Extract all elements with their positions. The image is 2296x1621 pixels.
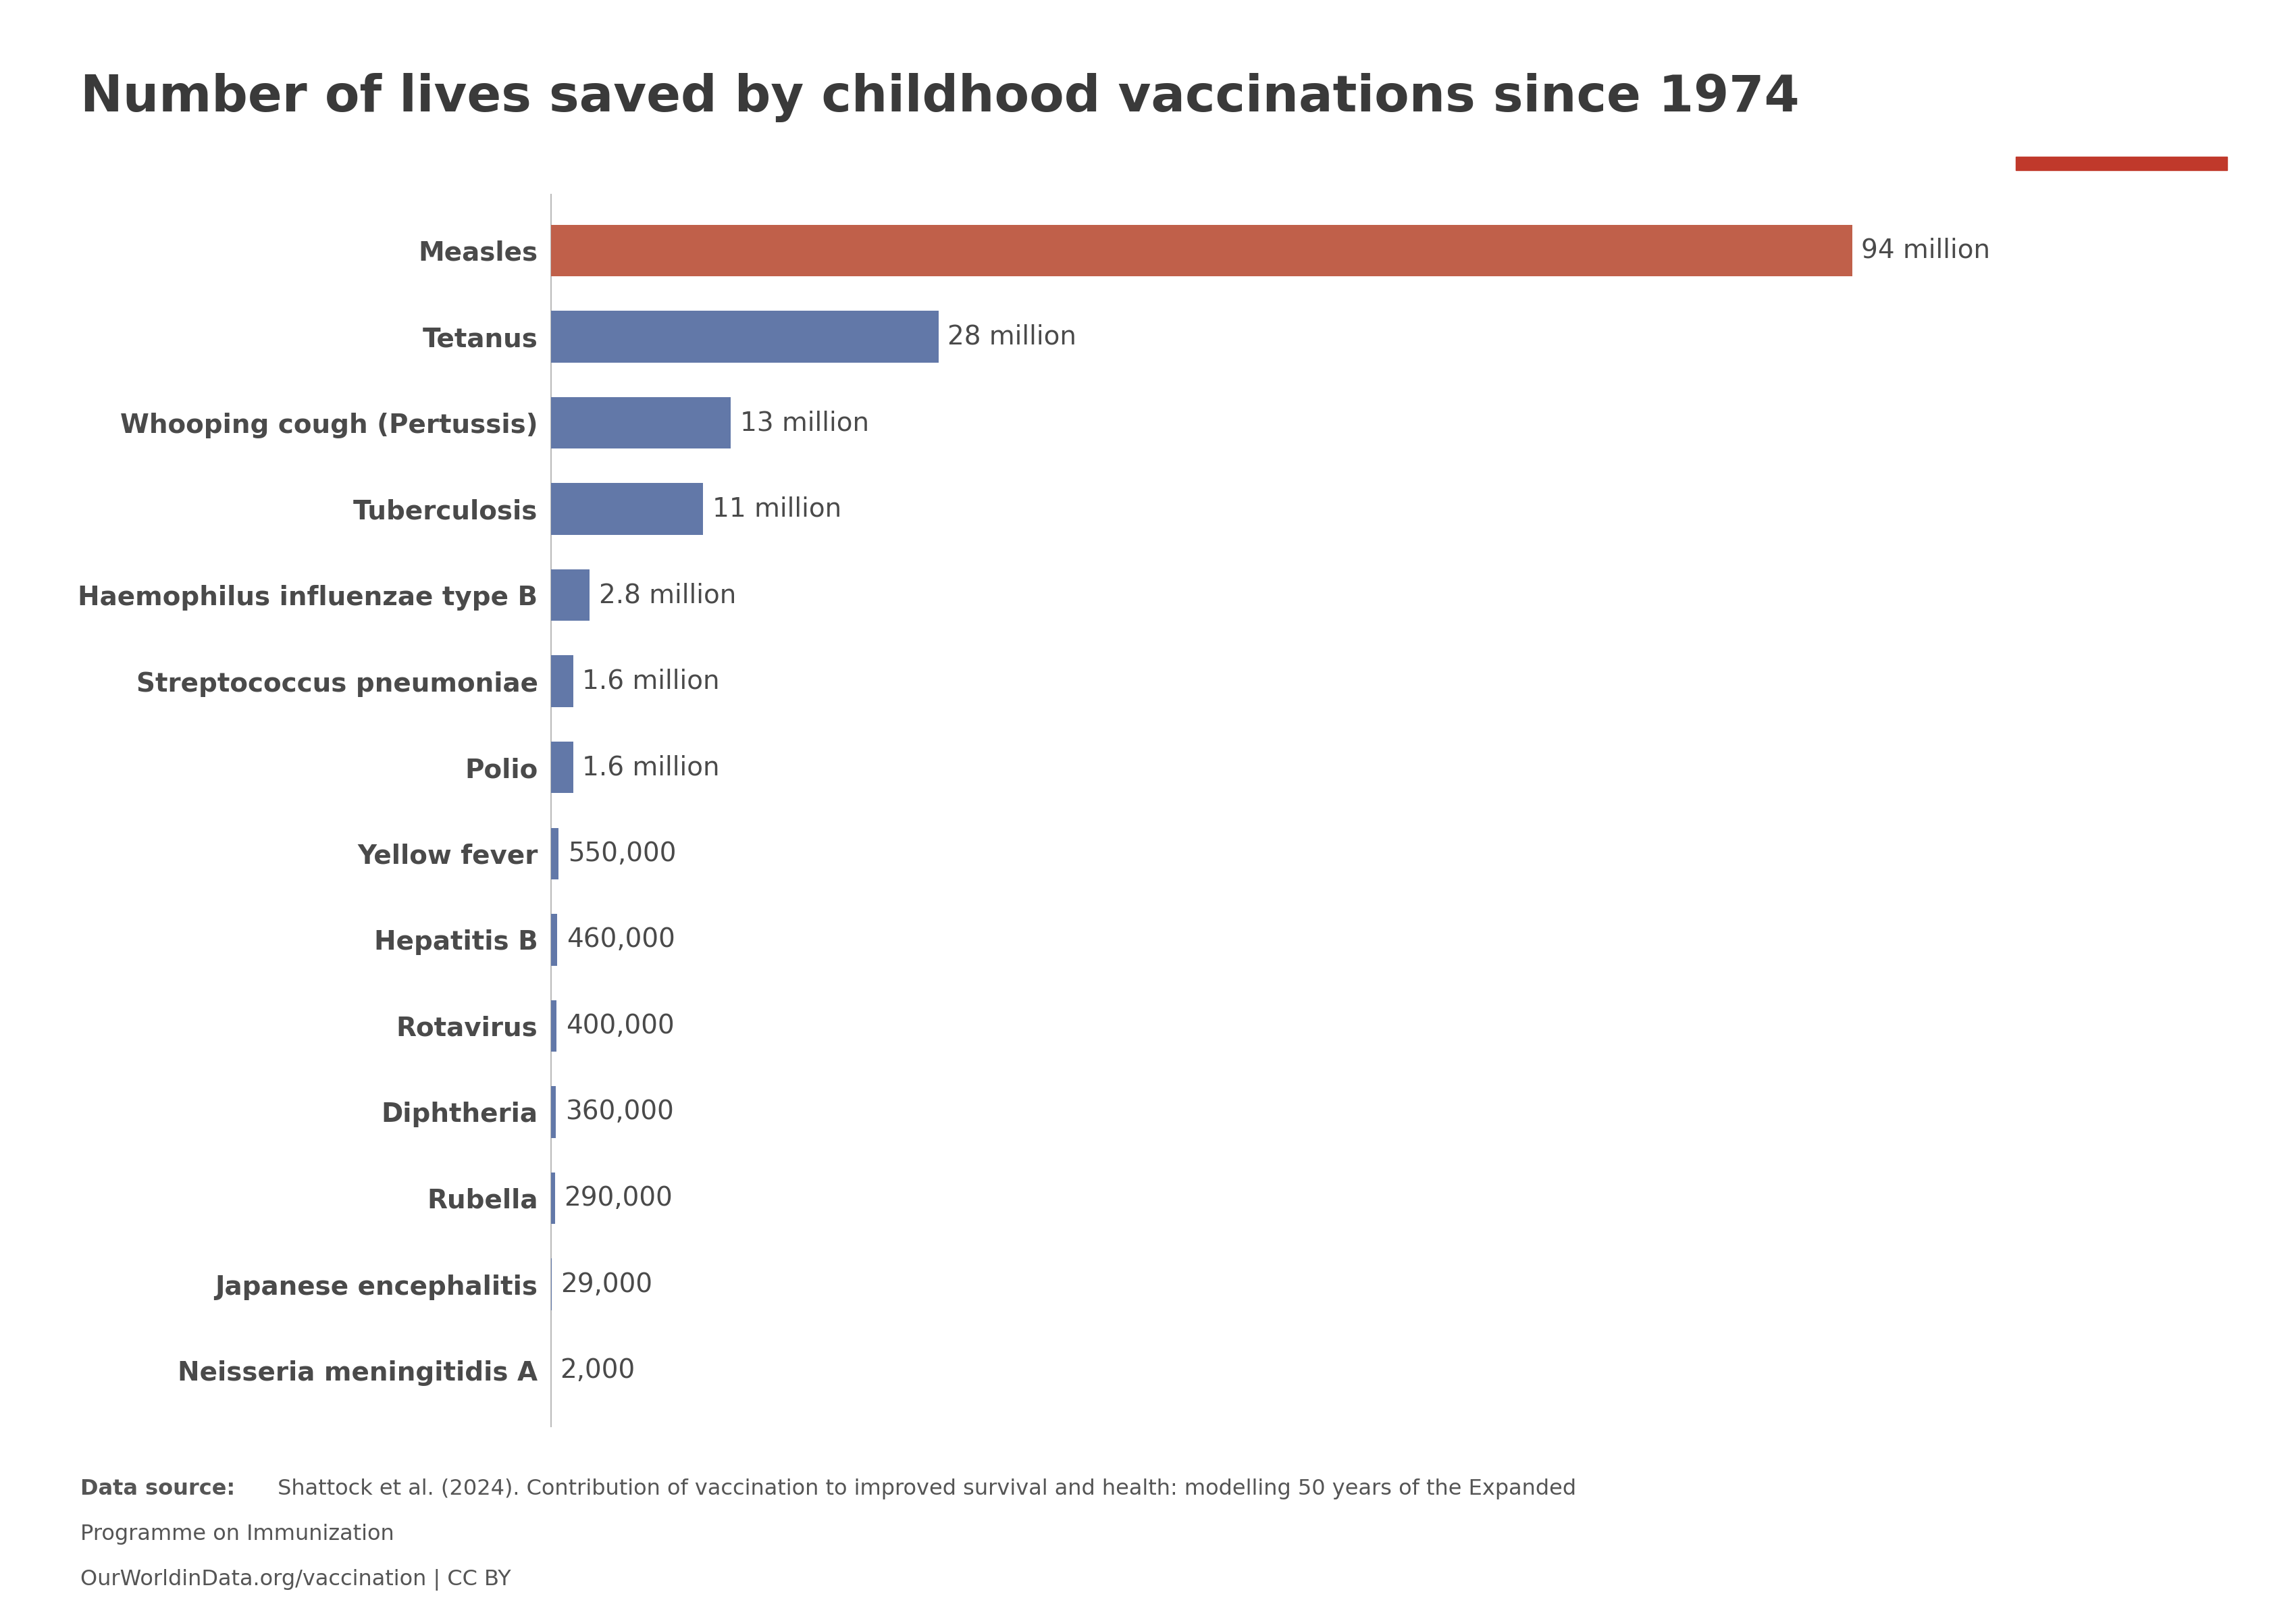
Text: 360,000: 360,000 xyxy=(565,1099,673,1125)
Bar xyxy=(551,741,574,793)
Text: 94 million: 94 million xyxy=(1862,238,1991,263)
Bar xyxy=(551,569,590,621)
Bar xyxy=(551,655,574,707)
Text: 28 million: 28 million xyxy=(948,324,1077,350)
Text: 1.6 million: 1.6 million xyxy=(583,755,719,780)
Text: 400,000: 400,000 xyxy=(565,1013,675,1039)
Text: 13 million: 13 million xyxy=(739,410,870,436)
Text: Data source:: Data source: xyxy=(80,1478,234,1499)
Text: Programme on Immunization: Programme on Immunization xyxy=(80,1524,395,1545)
Text: in Data: in Data xyxy=(2082,113,2161,133)
Bar xyxy=(551,1000,556,1052)
Text: 11 million: 11 million xyxy=(712,496,840,522)
Text: Our World: Our World xyxy=(2064,70,2179,89)
Bar xyxy=(551,397,730,449)
Bar xyxy=(551,1086,556,1138)
Text: 2,000: 2,000 xyxy=(560,1358,636,1383)
Text: 550,000: 550,000 xyxy=(567,841,675,866)
Bar xyxy=(551,914,558,966)
Bar xyxy=(551,225,1853,276)
Bar xyxy=(551,311,939,363)
Text: Shattock et al. (2024). Contribution of vaccination to improved survival and hea: Shattock et al. (2024). Contribution of … xyxy=(271,1478,1577,1499)
Text: 29,000: 29,000 xyxy=(560,1271,652,1297)
Text: Number of lives saved by childhood vaccinations since 1974: Number of lives saved by childhood vacci… xyxy=(80,73,1800,122)
Bar xyxy=(551,1172,556,1224)
Text: 290,000: 290,000 xyxy=(565,1185,673,1211)
Text: 2.8 million: 2.8 million xyxy=(599,582,737,608)
Bar xyxy=(551,483,703,535)
Bar xyxy=(2016,157,2227,170)
Text: 460,000: 460,000 xyxy=(567,927,675,953)
Text: 1.6 million: 1.6 million xyxy=(583,668,719,694)
Text: OurWorldinData.org/vaccination | CC BY: OurWorldinData.org/vaccination | CC BY xyxy=(80,1569,512,1590)
Bar xyxy=(551,828,558,880)
